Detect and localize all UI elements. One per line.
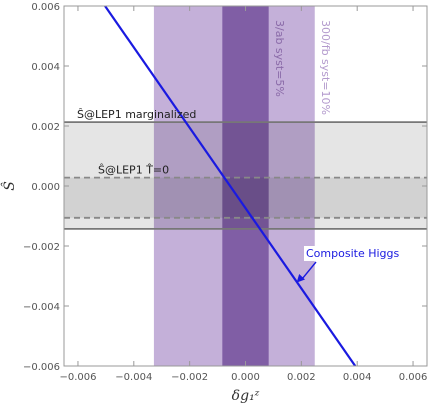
y-tick-label: −0.006: [23, 362, 60, 373]
x-tick-label: 0.002: [287, 372, 316, 383]
y-tick-label: 0.004: [31, 62, 60, 73]
vertical-band-label: 3/ab syst=5%: [273, 20, 286, 97]
y-tick-label: −0.002: [23, 242, 60, 253]
horizontal-band-label: Ŝ@LEP1 marginalized: [77, 108, 196, 121]
annotation-arrow-head: [296, 274, 305, 283]
x-tick-label: 0.006: [399, 372, 428, 383]
x-tick-label: 0.000: [231, 372, 260, 383]
y-tick-label: 0.000: [31, 182, 60, 193]
plot-area: [64, 6, 427, 366]
x-tick-label: −0.002: [171, 372, 208, 383]
y-tick-label: −0.004: [23, 302, 60, 313]
annotation-arrow-line: [301, 261, 317, 281]
x-tick-label: −0.006: [59, 372, 96, 383]
x-tick-label: −0.004: [115, 372, 152, 383]
x-tick-label: 0.004: [343, 372, 372, 383]
y-axis-label: Ŝ: [0, 181, 18, 191]
y-tick-label: 0.002: [31, 122, 60, 133]
vertical-band-label: 300/fb syst=10%: [319, 20, 332, 115]
horizontal-band-label: Ŝ@LEP1 T̂=0: [98, 164, 169, 177]
x-axis-label: δg₁ᶻ: [232, 388, 260, 404]
series-annotation-label: Composite Higgs: [306, 247, 399, 260]
series-line-0: [104, 6, 357, 366]
y-tick-label: 0.006: [31, 2, 60, 13]
annotation-background: [304, 246, 398, 261]
